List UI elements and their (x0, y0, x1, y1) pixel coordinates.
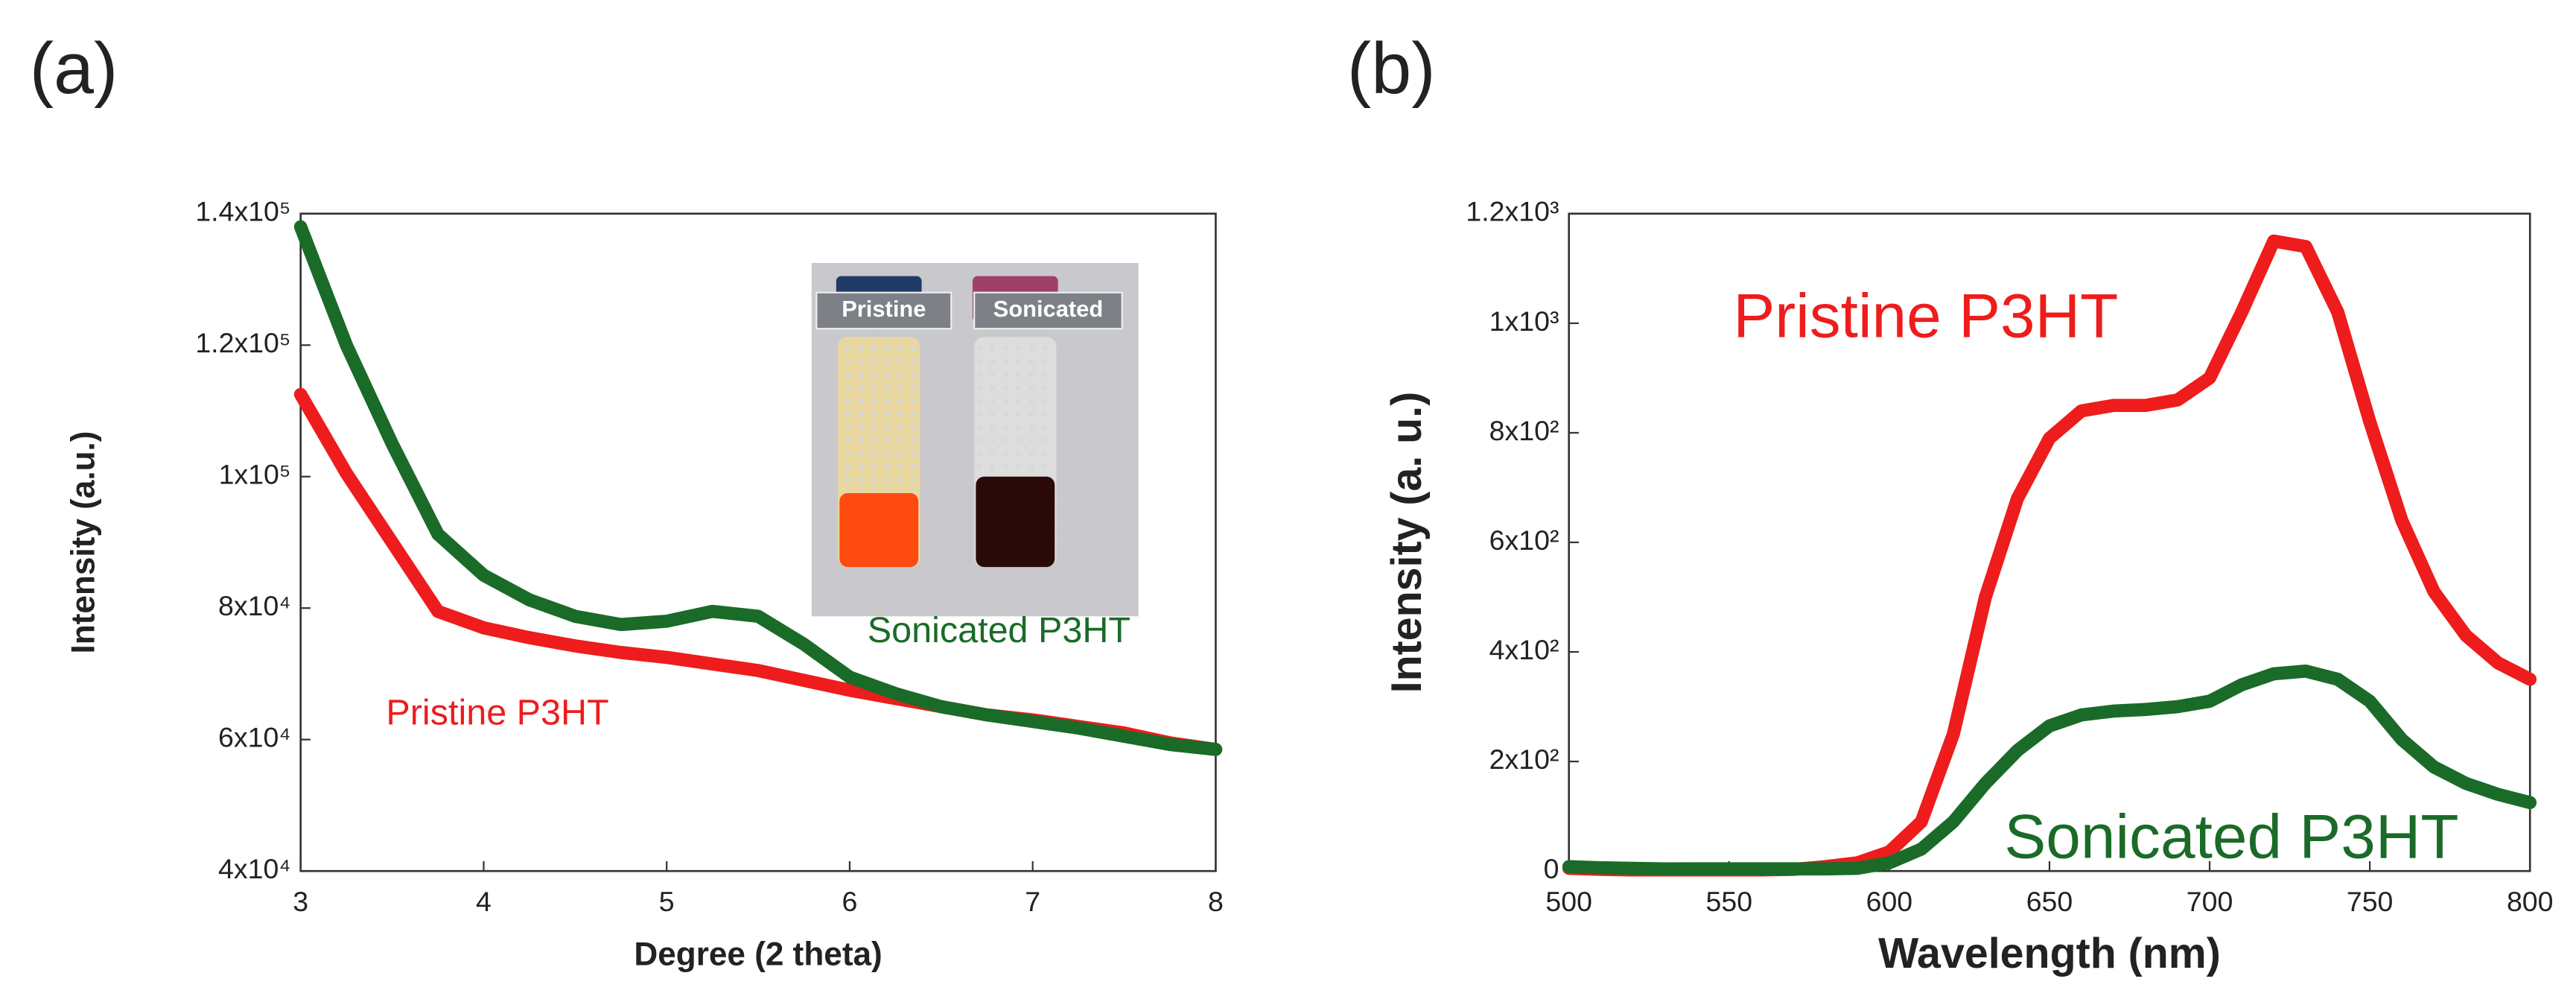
y-tick-label: 8x10² (1489, 415, 1559, 446)
x-tick-label: 600 (1866, 886, 1913, 917)
x-tick-label: 700 (2187, 886, 2233, 917)
y-tick-label: 6x10⁴ (218, 722, 290, 753)
series-label: Sonicated P3HT (2004, 802, 2458, 872)
inset-label: Sonicated (993, 296, 1104, 322)
x-tick-label: 500 (1545, 886, 1592, 917)
panel-label: (b) (1347, 28, 1436, 109)
x-tick-label: 750 (2347, 886, 2394, 917)
panel-label: (a) (30, 28, 118, 109)
data-line (1562, 664, 2537, 876)
inset-photo (811, 262, 1139, 617)
y-tick-label: 4x10⁴ (218, 853, 290, 884)
x-tick-label: 650 (2026, 886, 2073, 917)
x-tick-label: 5 (659, 886, 675, 917)
y-tick-label: 1x10³ (1489, 305, 1559, 337)
y-tick-label: 2x10² (1489, 744, 1559, 775)
plot-frame (299, 212, 1217, 872)
y-tick-label: 8x10⁴ (218, 590, 290, 621)
y-axis-label: Intensity (a.u.) (65, 431, 101, 653)
x-axis-label: Degree (2 theta) (634, 936, 882, 973)
x-tick-label: 3 (293, 886, 308, 917)
series-label: Pristine P3HT (1733, 280, 2118, 350)
x-tick-label: 550 (1706, 886, 1753, 917)
inset-label: Pristine (842, 296, 926, 322)
y-tick-label: 1x10⁵ (219, 459, 291, 490)
y-tick-label: 6x10² (1489, 524, 1559, 556)
x-tick-label: 4 (476, 886, 492, 917)
y-tick-label: 1.2x10⁵ (195, 327, 290, 358)
x-tick-label: 800 (2507, 886, 2554, 917)
y-tick-label: 4x10² (1489, 634, 1559, 665)
x-tick-label: 8 (1208, 886, 1224, 917)
x-tick-label: 7 (1025, 886, 1040, 917)
x-axis-label: Wavelength (nm) (1878, 930, 2221, 977)
y-tick-label: 0 (1544, 853, 1559, 884)
data-line (293, 220, 1223, 756)
series-label: Sonicated P3HT (868, 610, 1130, 650)
y-axis-label: Intensity (a. u.) (1383, 392, 1431, 694)
y-tick-label: 1.2x10³ (1466, 196, 1559, 227)
y-tick-label: 1.4x10⁵ (195, 196, 290, 227)
x-tick-label: 6 (842, 886, 858, 917)
series-label: Pristine P3HT (386, 692, 608, 732)
